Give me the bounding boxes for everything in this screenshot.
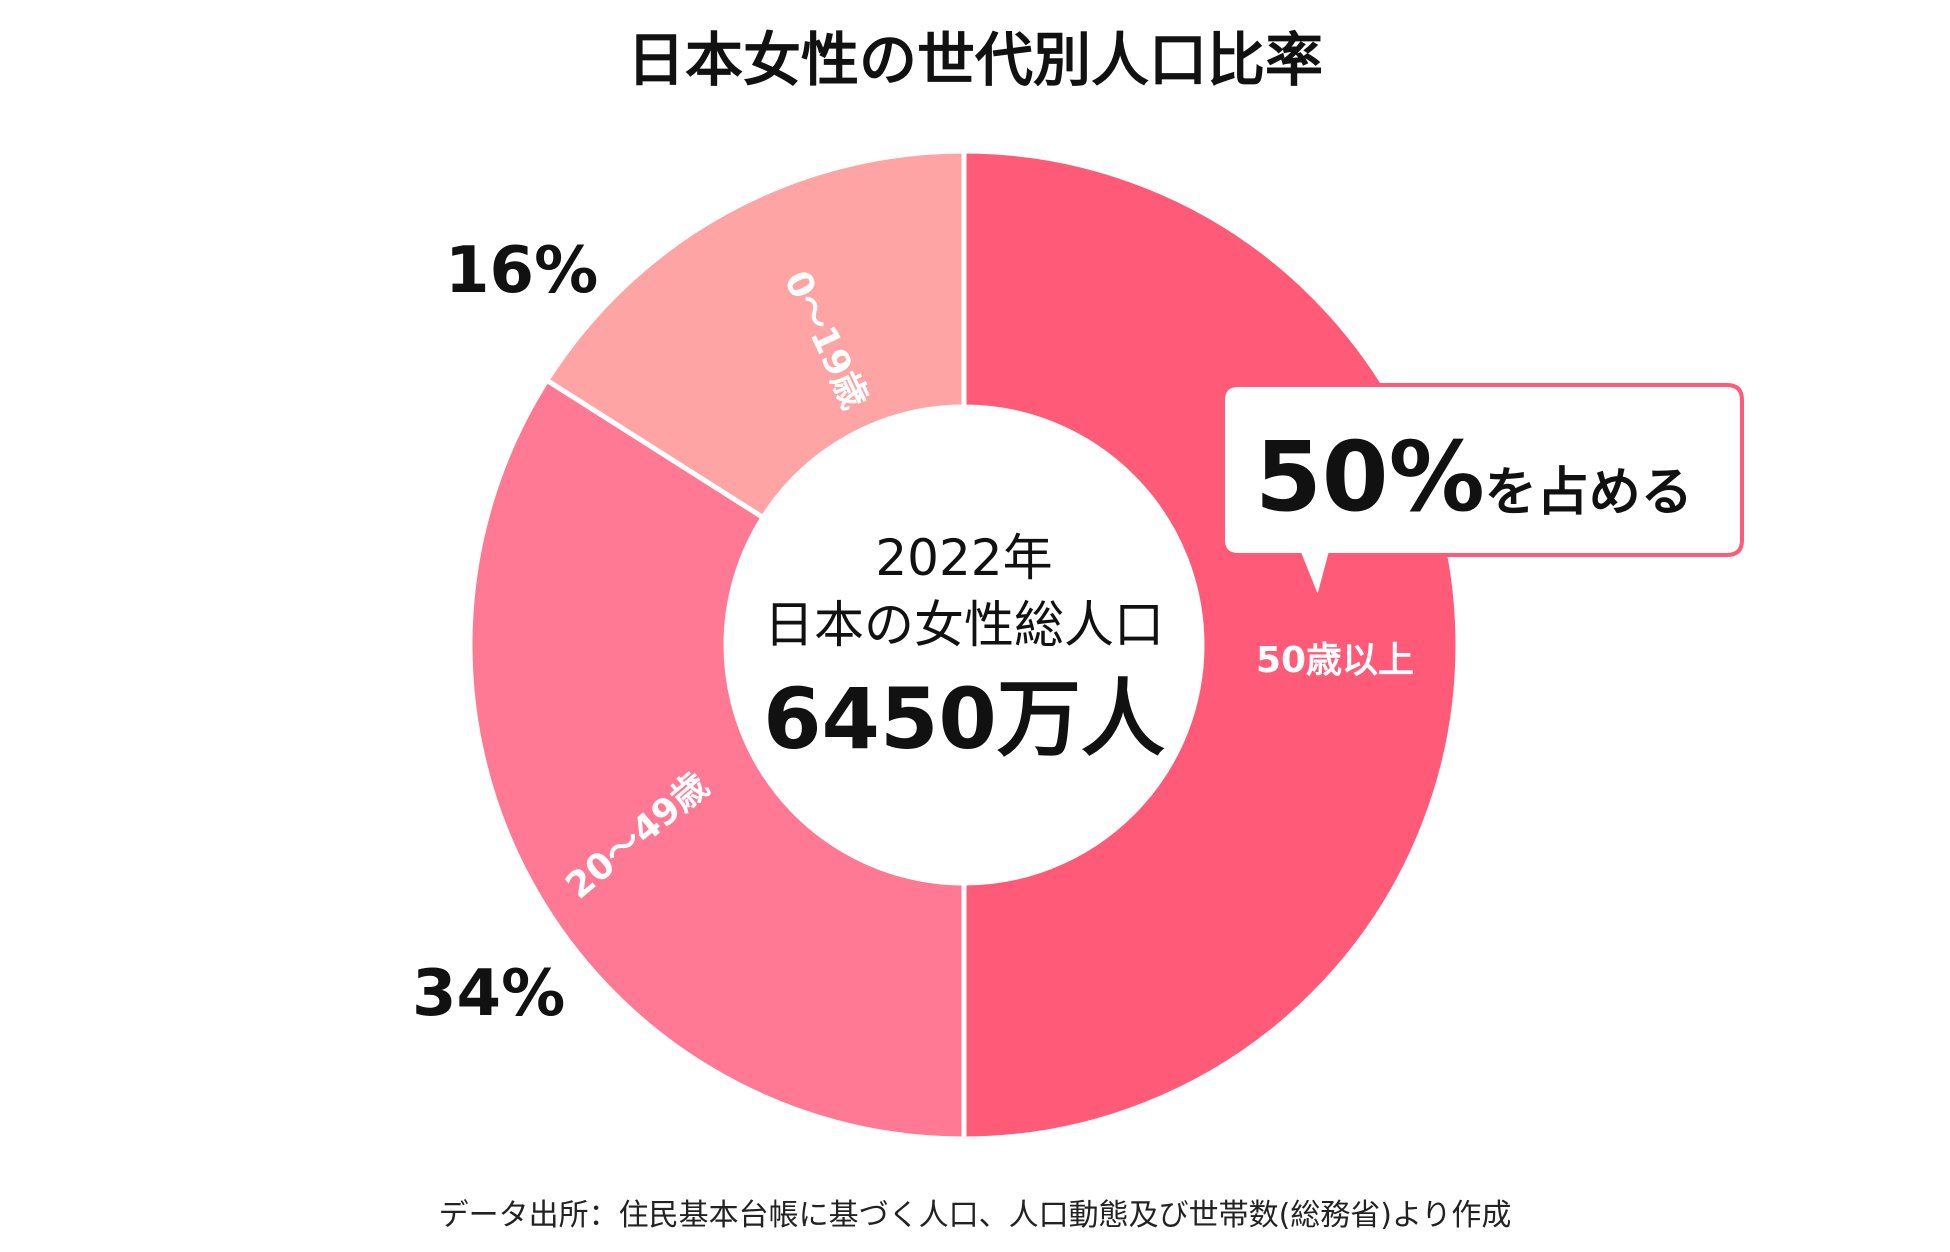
callout-value: 50% (1255, 421, 1485, 533)
percent-label-0-19: 16% (445, 234, 598, 308)
center-year: 2022年 (875, 529, 1052, 587)
chart-title: 日本女性の世代別人口比率 (627, 26, 1323, 94)
callout-suffix: を占める (1485, 463, 1693, 523)
callout-box (1221, 383, 1744, 607)
source-note: データ出所：住民基本台帳に基づく人口、人口動態及び世帯数(総務省)より作成 (439, 1198, 1512, 1233)
center-label: 日本の女性総人口 (764, 596, 1164, 654)
slice-0-19 (543, 148, 967, 521)
segment-label-50-plus: 50歳以上 (1256, 640, 1414, 681)
percent-label-20-49: 34% (412, 957, 565, 1031)
slice-20-49 (467, 376, 967, 1142)
callout-text: 50%を占める (1255, 421, 1693, 533)
center-total: 6450万人 (763, 670, 1165, 768)
